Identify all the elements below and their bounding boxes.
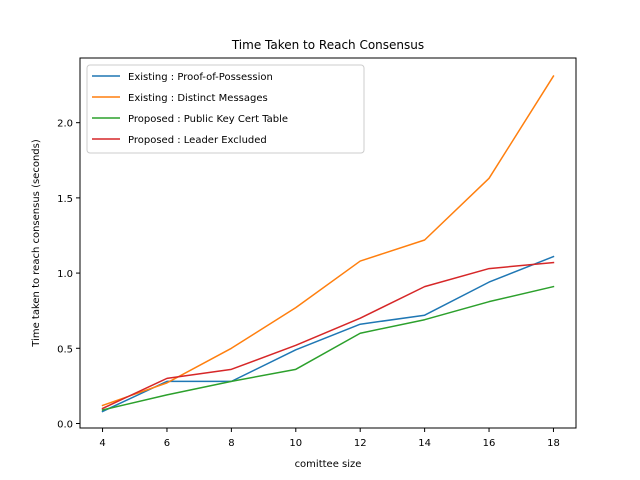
- y-axis-label: Time taken to reach consensus (seconds): [31, 139, 42, 348]
- x-tick-label: 12: [354, 438, 367, 449]
- legend-box: [86, 64, 365, 154]
- legend-label-3: Proposed : Public Key Cert Table: [128, 114, 288, 125]
- y-tick-label: 0.0: [57, 419, 73, 430]
- x-tick-label: 10: [289, 438, 302, 449]
- x-tick-label: 4: [99, 438, 105, 449]
- y-tick-label: 1.5: [57, 194, 73, 205]
- legend-label-4: Proposed : Leader Excluded: [128, 135, 267, 146]
- plot-area: 4 6 8 10 12 14 16 18 0.0 0.5 1.0 1.5 2.0: [57, 57, 577, 449]
- series-line-4: [101, 261, 555, 410]
- x-tick-label: 14: [418, 438, 431, 449]
- legend-label-1: Existing : Proof-of-Possession: [128, 72, 273, 83]
- y-tick-label: 1.0: [57, 269, 73, 280]
- x-tick-label: 8: [228, 438, 234, 449]
- x-axis: 4 6 8 10 12 14 16 18: [99, 428, 560, 449]
- x-tick-label: 18: [547, 438, 560, 449]
- y-tick-label: 0.5: [57, 344, 73, 355]
- x-tick-label: 6: [164, 438, 170, 449]
- legend-label-2: Existing : Distinct Messages: [128, 93, 268, 104]
- y-tick-label: 2.0: [57, 119, 73, 130]
- series-line-3: [101, 285, 555, 411]
- series-lines: [101, 75, 555, 413]
- y-axis: 0.0 0.5 1.0 1.5 2.0: [57, 119, 80, 430]
- chart-title: Time Taken to Reach Consensus: [231, 38, 424, 52]
- series-line-1: [101, 255, 555, 413]
- x-tick-label: 16: [483, 438, 496, 449]
- plot-frame: [79, 57, 577, 429]
- x-axis-label: comittee size: [295, 459, 362, 470]
- legend: Existing : Proof-of-Possession Existing :…: [86, 64, 365, 154]
